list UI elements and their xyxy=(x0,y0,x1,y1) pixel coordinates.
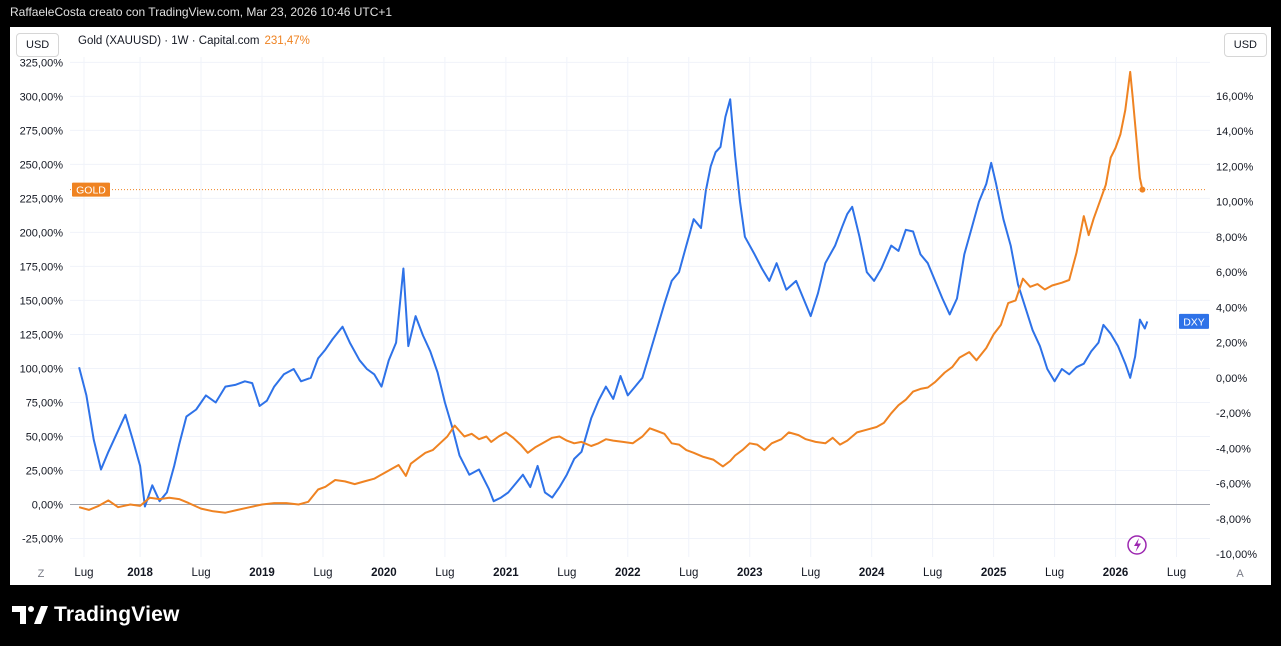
chart-attribution: RaffaeleCosta creato con TradingView.com… xyxy=(10,5,393,19)
legend-value: 231,47% xyxy=(264,35,310,47)
chart-panel: -25,00% 0,00% 25,00% 50,00% 75,00% 100,00% 125… xyxy=(10,27,1271,585)
x-axis-tick-label: Lug xyxy=(679,567,698,579)
legend-symbol: Gold (XAUUSD) · 1W · Capital.com xyxy=(78,35,260,47)
right-axis-tick-label: -6,00% xyxy=(1216,479,1251,491)
right-axis-tick-label: 16,00% xyxy=(1216,91,1254,103)
x-axis-tick-label: Lug xyxy=(313,567,332,579)
grid xyxy=(70,57,1210,557)
left-scale-button[interactable]: USD xyxy=(16,33,60,57)
left-axis-tick-label: 175,00% xyxy=(20,261,64,273)
gold-series-line[interactable] xyxy=(78,70,1144,514)
auto-scale-corner-label[interactable]: A xyxy=(1236,568,1244,580)
dxy-label-box xyxy=(1179,313,1209,329)
left-axis-tick-label: 275,00% xyxy=(20,125,64,137)
icons xyxy=(1127,535,1147,555)
x-axis-tick-label: Lug xyxy=(557,567,576,579)
right-axis-tick-label: 14,00% xyxy=(1216,126,1254,138)
left-axis-tick-label: 25,00% xyxy=(26,465,64,477)
tradingview-logo[interactable]: TradingView xyxy=(12,603,180,627)
x-axis-tick-label: 2025 xyxy=(981,567,1007,579)
x-axis-tick-label: Lug xyxy=(923,567,942,579)
right-axis-tick-label: 2,00% xyxy=(1216,338,1247,350)
right-axis-tick-label: 10,00% xyxy=(1216,197,1254,209)
left-axis-tick-label: -25,00% xyxy=(22,534,63,546)
x-axis-tick-label: 2020 xyxy=(371,567,397,579)
right-axis-tick-label: 12,00% xyxy=(1216,161,1254,173)
left-axis-tick-label: 300,00% xyxy=(20,91,64,103)
right-axis-tick-label: 4,00% xyxy=(1216,302,1247,314)
right-axis-tick-label: -10,00% xyxy=(1216,549,1257,561)
x-axis-tick-label: 2019 xyxy=(249,567,275,579)
x-axis-tick-label: 2024 xyxy=(859,567,885,579)
x-axis-tick-label: 2026 xyxy=(1103,567,1129,579)
timezone-corner-label[interactable]: Z xyxy=(38,568,45,580)
gold-last-point[interactable] xyxy=(1139,186,1146,193)
right-axis-tick-label: -2,00% xyxy=(1216,408,1251,420)
right-scale-button[interactable]: USD xyxy=(1223,33,1267,57)
right-axis-tick-label: -4,00% xyxy=(1216,443,1251,455)
right-axis-tick-label: 0,00% xyxy=(1216,373,1247,385)
right-axis-tick-label: 6,00% xyxy=(1216,267,1247,279)
left-axis-tick-label: 200,00% xyxy=(20,227,64,239)
gold-series-label: GOLD xyxy=(76,185,106,197)
dxy-series-label: DXY xyxy=(1183,316,1205,328)
left-axis-tick-label: 75,00% xyxy=(26,397,64,409)
x-axis-tick-label: 2021 xyxy=(493,567,519,579)
labels: GOLD DXY xyxy=(72,182,1209,329)
left-axis-tick-label: 100,00% xyxy=(20,363,64,375)
x-axis-tick-label: Lug xyxy=(191,567,210,579)
gold-label-box xyxy=(72,182,110,197)
x-axis-tick-label: Lug xyxy=(435,567,454,579)
x-axis-tick-label: Lug xyxy=(1045,567,1064,579)
x-axis-tick-label: 2022 xyxy=(615,567,641,579)
dxy-series-line[interactable] xyxy=(78,98,1149,508)
x-axis-tick-label: 2018 xyxy=(127,567,153,579)
left-axis-tick-label: 150,00% xyxy=(20,295,64,307)
left-axis-tick-label: 50,00% xyxy=(26,431,64,443)
left-axis-tick-label: 250,00% xyxy=(20,159,64,171)
right-axis-tick-label: 8,00% xyxy=(1216,232,1247,244)
series-legend[interactable]: Gold (XAUUSD) · 1W · Capital.com 231,47% xyxy=(78,35,310,47)
axes: -25,00% 0,00% 25,00% 50,00% 75,00% 100,00% 125… xyxy=(20,57,1258,580)
chart-svg[interactable]: -25,00% 0,00% 25,00% 50,00% 75,00% 100,00% 125… xyxy=(10,27,1271,585)
lightning-icon xyxy=(1134,538,1141,552)
left-axis-tick-label: 0,00% xyxy=(32,500,63,512)
right-axis-tick-label: -8,00% xyxy=(1216,514,1251,526)
x-axis-tick-label: 2023 xyxy=(737,567,763,579)
left-axis-tick-label: 125,00% xyxy=(20,329,64,341)
series xyxy=(70,70,1207,514)
x-axis-tick-label: Lug xyxy=(801,567,820,579)
x-axis-tick-label: Lug xyxy=(1167,567,1186,579)
left-axis-tick-label: 325,00% xyxy=(20,57,64,69)
left-axis-tick-label: 225,00% xyxy=(20,193,64,205)
x-axis-tick-label: Lug xyxy=(74,567,93,579)
brand-name: TradingView xyxy=(54,603,180,626)
tradingview-logo-icon xyxy=(12,606,48,624)
